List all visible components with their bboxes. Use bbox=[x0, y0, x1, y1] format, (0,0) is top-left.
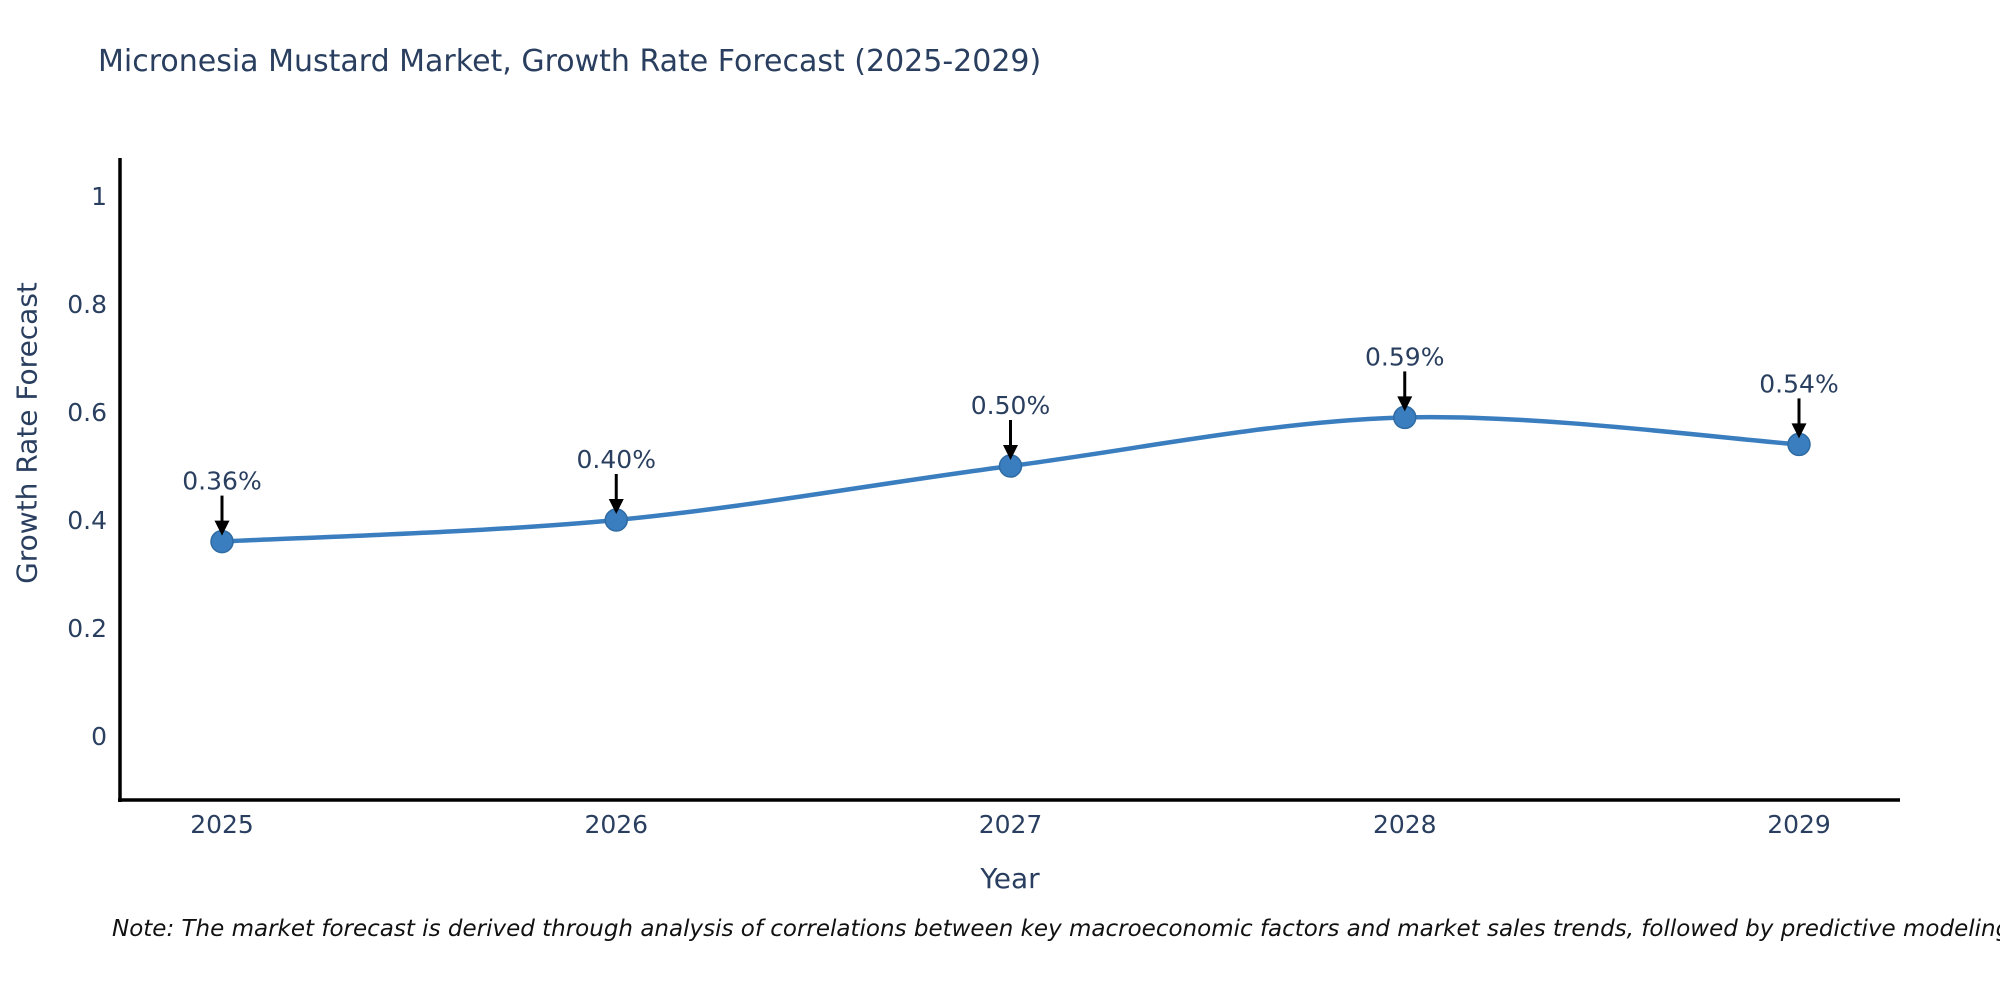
point-label-2025: 0.36% bbox=[182, 467, 261, 496]
x-tick-label-2025: 2025 bbox=[190, 810, 254, 839]
y-axis-title: Growth Rate Forecast bbox=[10, 282, 44, 584]
y-tick-label-0.6: 0.6 bbox=[67, 398, 107, 427]
annotation-arrowhead-2028 bbox=[1397, 396, 1413, 412]
x-tick-label-2029: 2029 bbox=[1767, 810, 1831, 839]
footnote: Note: The market forecast is derived thr… bbox=[112, 916, 2000, 942]
x-tick-label-2028: 2028 bbox=[1373, 810, 1437, 839]
y-tick-label-0.4: 0.4 bbox=[67, 506, 107, 535]
x-tick-label-2026: 2026 bbox=[584, 810, 648, 839]
y-tick-label-1: 1 bbox=[91, 182, 107, 211]
y-tick-label-0.8: 0.8 bbox=[67, 290, 107, 319]
x-axis-title: Year bbox=[980, 862, 1040, 895]
chart-title: Micronesia Mustard Market, Growth Rate F… bbox=[98, 44, 1042, 79]
x-tick-label-2027: 2027 bbox=[979, 810, 1043, 839]
point-label-2027: 0.50% bbox=[971, 391, 1050, 420]
y-tick-label-0: 0 bbox=[91, 722, 107, 751]
annotation-arrowhead-2025 bbox=[214, 520, 230, 536]
annotation-arrowhead-2027 bbox=[1003, 445, 1018, 460]
point-label-2028: 0.59% bbox=[1365, 342, 1444, 371]
point-label-2026: 0.40% bbox=[577, 445, 656, 474]
annotation-arrowhead-2026 bbox=[608, 499, 624, 514]
annotation-arrowhead-2029 bbox=[1791, 423, 1807, 439]
point-label-2029: 0.54% bbox=[1759, 369, 1838, 398]
y-tick-label-0.2: 0.2 bbox=[67, 614, 107, 643]
